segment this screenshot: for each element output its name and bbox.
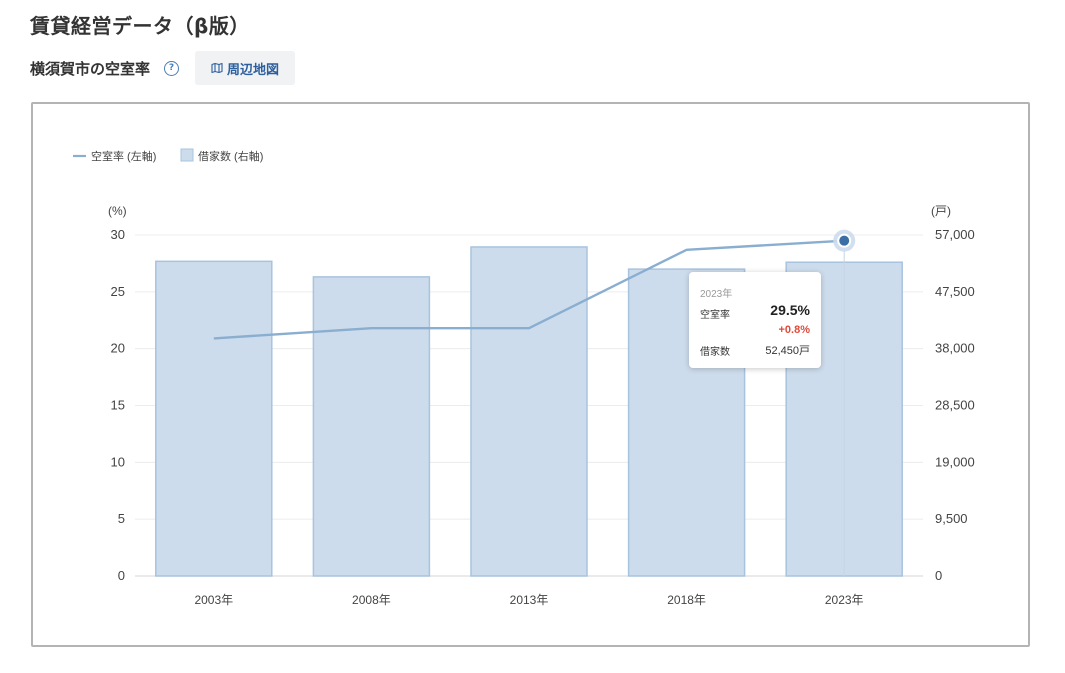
vacancy-chart: 空室率 (左軸) 借家数 (右軸) (%) (戸) 0 5 10 15 20 25 30 0 9,500… <box>73 148 975 607</box>
y-right-tick-label: 47,500 <box>935 284 975 299</box>
y-left-tick-label: 10 <box>111 454 125 469</box>
y-right-tick-label: 38,000 <box>935 341 975 356</box>
y-left-tick-label: 15 <box>111 398 125 413</box>
tooltip-vacancy-change: +0.8% <box>778 324 811 336</box>
legend-bar-swatch <box>180 148 194 162</box>
y-right-tick-label: 0 <box>935 568 942 583</box>
tooltip-vacancy-label: 空室率 <box>700 310 730 321</box>
bar <box>470 246 588 577</box>
x-tick-label: 2013年 <box>510 593 549 607</box>
page-title: 賃貸経営データ（β版） <box>30 14 250 38</box>
x-tick-label: 2003年 <box>194 593 233 607</box>
y-left-tick-label: 30 <box>111 227 125 242</box>
map-button[interactable]: 周辺地図 <box>195 51 296 85</box>
bar <box>155 260 273 577</box>
x-tick-label: 2018年 <box>667 593 706 607</box>
tooltip-vacancy-value: 29.5% <box>770 302 810 318</box>
y-left-tick-label: 25 <box>111 284 125 299</box>
y-right-tick-label: 28,500 <box>935 398 975 413</box>
tooltip-rentals-label: 借家数 <box>700 347 730 358</box>
y-right-unit-label: (戸) <box>931 204 951 218</box>
map-icon <box>211 62 223 74</box>
y-right-tick-label: 57,000 <box>935 227 975 242</box>
y-left-unit-label: (%) <box>108 204 127 218</box>
y-right-tick-label: 19,000 <box>935 454 975 469</box>
tooltip-rentals-value: 52,450戸 <box>765 345 810 357</box>
x-tick-label: 2023年 <box>825 593 864 607</box>
chart-panel: 空室率 (左軸) 借家数 (右軸) (%) (戸) 0 5 10 15 20 25 30 0 9,500… <box>31 102 1030 647</box>
chart-tooltip: 2023年 空室率 29.5% +0.8% 借家数 52,450戸 <box>689 272 821 368</box>
legend-label-rentals: 借家数 (右軸) <box>198 149 263 163</box>
section-title: 横須賀市の空室率 <box>30 59 151 78</box>
subheader: 横須賀市の空室率 ? 周辺地図 <box>30 51 296 85</box>
bar <box>312 276 431 577</box>
y-left-tick-label: 20 <box>111 341 125 356</box>
map-button-label: 周辺地図 <box>227 62 280 78</box>
tooltip-year: 2023年 <box>700 289 733 300</box>
x-tick-label: 2008年 <box>352 593 391 607</box>
help-icon[interactable]: ? <box>164 60 180 76</box>
y-left-tick-label: 0 <box>118 568 125 583</box>
data-point-highlighted <box>837 233 852 248</box>
series-line-vacancy <box>213 239 845 340</box>
legend-label-vacancy: 空室率 (左軸) <box>91 149 156 163</box>
y-right-tick-label: 9,500 <box>935 511 968 526</box>
y-left-tick-label: 5 <box>118 511 125 526</box>
